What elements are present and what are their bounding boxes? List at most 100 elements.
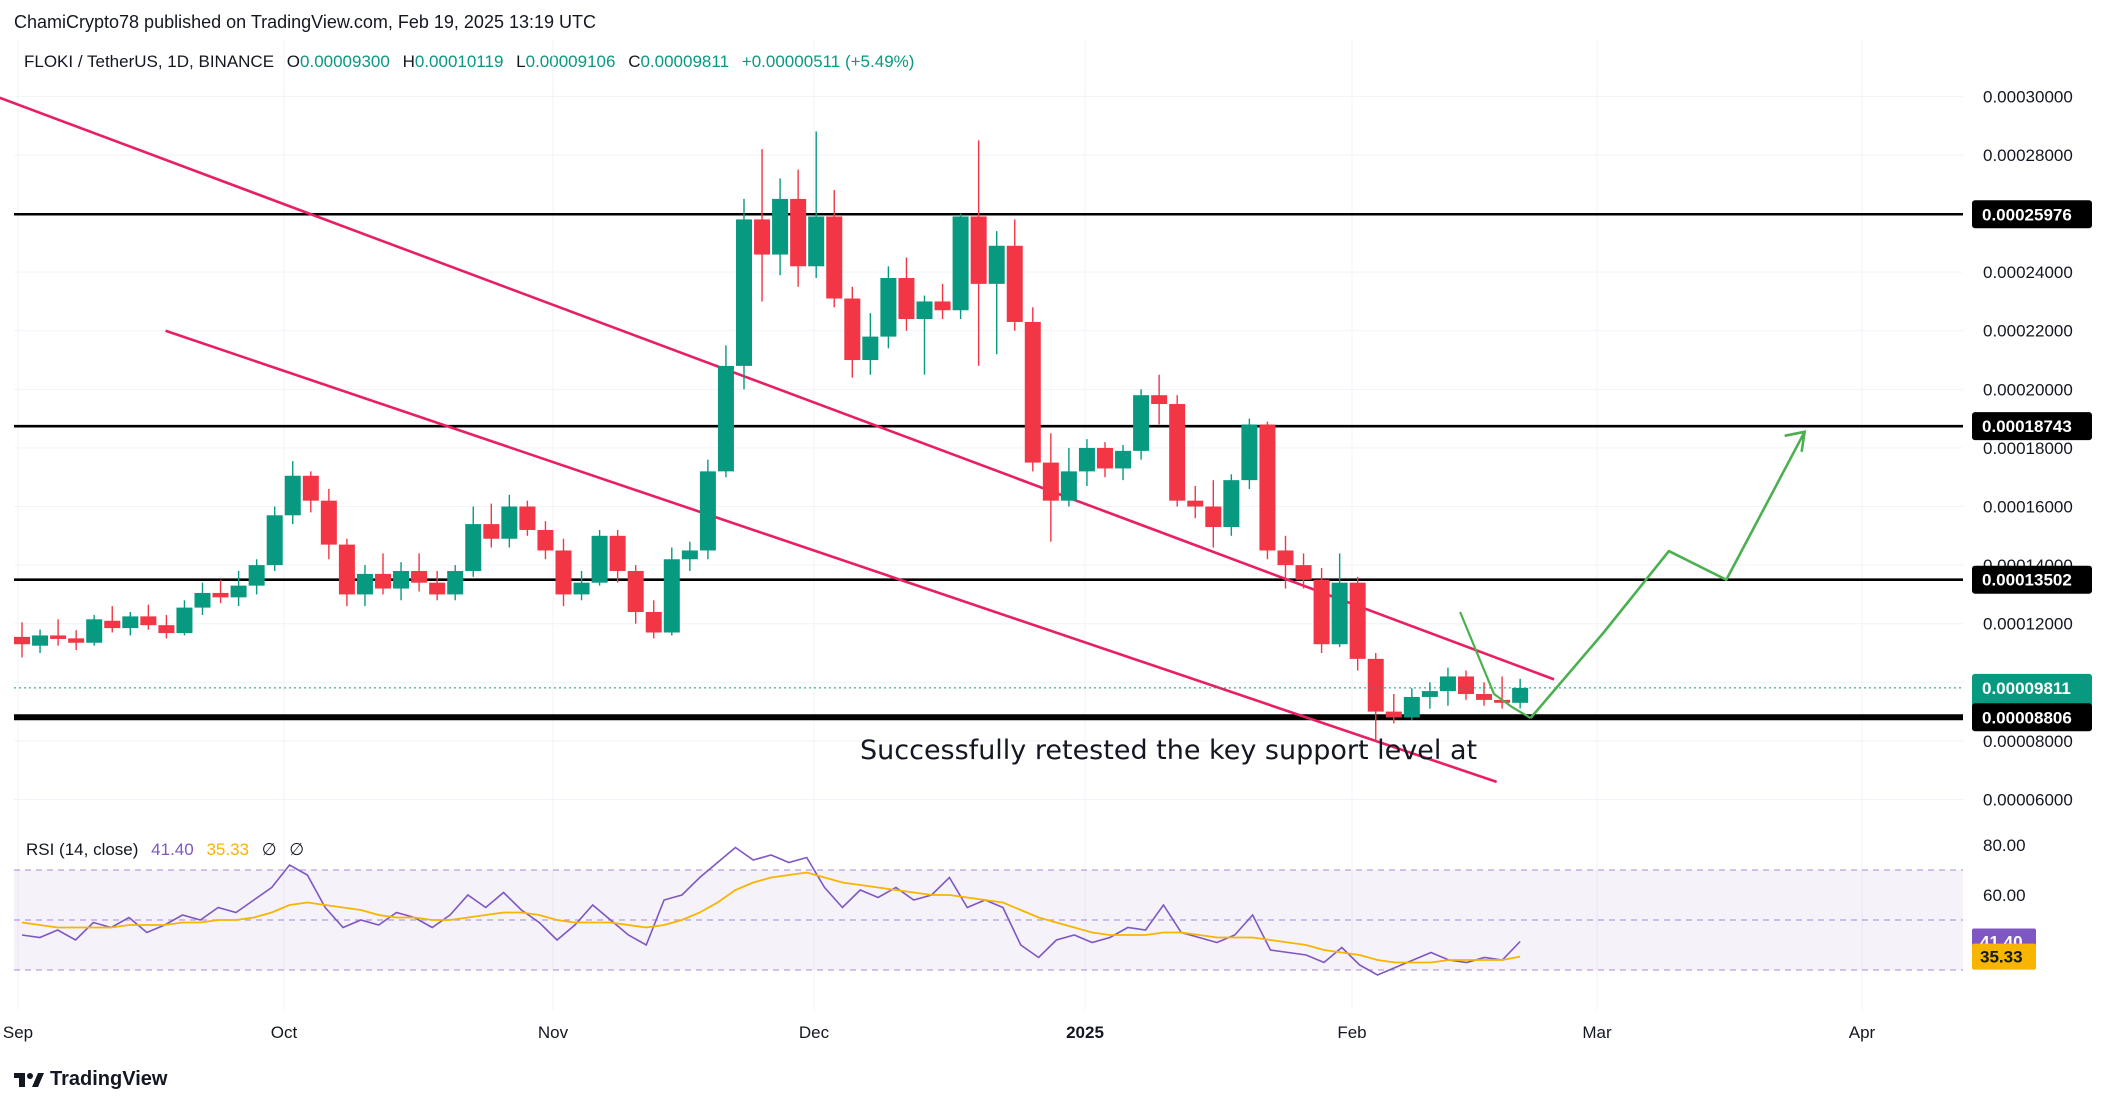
rsi-ma-tag-label: 35.33 bbox=[1980, 948, 2023, 967]
candle-body bbox=[447, 570, 464, 595]
resistance-3-tag-label: 0.00013502 bbox=[1982, 571, 2072, 590]
candle-body bbox=[50, 635, 67, 639]
horizontal-levels bbox=[14, 212, 1963, 721]
rsi-ma-line bbox=[21, 871, 1521, 964]
price-tick-label: 0.00008000 bbox=[1983, 732, 2073, 751]
rsi-line bbox=[21, 846, 1521, 976]
candle-body bbox=[916, 301, 933, 320]
candle-body bbox=[844, 298, 861, 361]
candle-body bbox=[158, 625, 175, 634]
channel-lower-line bbox=[165, 329, 1498, 784]
candle-body bbox=[338, 544, 355, 595]
candle-body bbox=[212, 592, 229, 598]
candle-body bbox=[934, 301, 951, 311]
close-label: C bbox=[628, 52, 641, 71]
candle-body bbox=[952, 216, 969, 311]
candle-body bbox=[970, 216, 987, 284]
candle-body bbox=[302, 475, 319, 501]
candle-body bbox=[717, 365, 734, 472]
price-tick-label: 0.00030000 bbox=[1983, 87, 2073, 106]
rsi-axis: 80.00 60.00 bbox=[1983, 836, 2026, 905]
candle-body bbox=[898, 278, 915, 320]
time-axis: Sep Oct Nov Dec 2025 Feb Mar Apr bbox=[3, 1023, 1876, 1042]
candle-body bbox=[627, 570, 644, 612]
candle-body bbox=[122, 616, 139, 629]
candle-body bbox=[808, 216, 825, 267]
close-value: 0.00009811 bbox=[640, 52, 730, 71]
candle-body bbox=[790, 198, 807, 267]
candle-body bbox=[1060, 471, 1077, 501]
high-label: H bbox=[402, 52, 415, 71]
low-label: L bbox=[516, 52, 526, 71]
candle-body bbox=[393, 570, 410, 589]
candle-body bbox=[826, 216, 843, 299]
time-tick-label: 2025 bbox=[1066, 1023, 1104, 1042]
candle-body bbox=[1385, 711, 1402, 718]
price-tick-label: 0.00018000 bbox=[1983, 439, 2073, 458]
support-tag bbox=[1972, 703, 2092, 732]
candle-body bbox=[681, 550, 698, 560]
candle-body bbox=[754, 219, 771, 255]
time-tick-label: Mar bbox=[1582, 1023, 1612, 1042]
symbol-ohlc-legend: FLOKI / TetherUS, 1D, BINANCE O0.0000930… bbox=[24, 52, 914, 72]
candle-body bbox=[1006, 245, 1023, 322]
time-tick-label: Dec bbox=[799, 1023, 830, 1042]
open-value: 0.00009300 bbox=[300, 52, 390, 71]
symbol-title: FLOKI / TetherUS, 1D, BINANCE bbox=[24, 52, 275, 71]
candle-body bbox=[483, 524, 500, 539]
projection-path bbox=[1529, 431, 1806, 719]
candle-body bbox=[1476, 694, 1493, 700]
candle-body bbox=[699, 471, 716, 551]
rsi-ma-value: 35.33 bbox=[206, 840, 249, 859]
candle-body bbox=[1187, 500, 1204, 507]
candle-body bbox=[591, 535, 608, 583]
rsi-tick-label: 80.00 bbox=[1983, 836, 2026, 855]
open-label: O bbox=[286, 52, 301, 71]
candle-body bbox=[573, 582, 590, 595]
time-tick-label: Oct bbox=[271, 1023, 298, 1042]
candle-body bbox=[176, 607, 193, 634]
tradingview-logo[interactable]: TradingView bbox=[14, 1068, 167, 1091]
rsi-extra-2: ∅ bbox=[289, 840, 305, 859]
candle-body bbox=[1494, 699, 1511, 703]
candle-body bbox=[772, 198, 789, 255]
candle-body bbox=[429, 582, 446, 595]
candle-body bbox=[374, 573, 391, 589]
candle-body bbox=[1096, 447, 1113, 469]
resistance-2-tag bbox=[1972, 412, 2092, 441]
candle-body bbox=[465, 524, 482, 571]
publisher-line: ChamiCrypto78 published on TradingView.c… bbox=[14, 12, 597, 32]
candle-body bbox=[1457, 676, 1474, 695]
resistance-1-tag-label: 0.00025976 bbox=[1982, 205, 2072, 224]
candle-body bbox=[1421, 691, 1438, 697]
price-grid bbox=[14, 40, 1963, 1010]
time-tick-label: Feb bbox=[1337, 1023, 1366, 1042]
channel-upper-line bbox=[0, 96, 1555, 681]
candle-body bbox=[356, 573, 373, 595]
candle-body bbox=[1151, 395, 1168, 404]
tradingview-brand: TradingView bbox=[50, 1068, 168, 1090]
candle-body bbox=[537, 529, 554, 551]
current-price-tag-label: 0.00009811 bbox=[1982, 679, 2071, 698]
candle-body bbox=[284, 475, 301, 516]
support-tag-label: 0.00008806 bbox=[1982, 708, 2072, 727]
candle-body bbox=[14, 636, 30, 645]
price-tick-label: 0.00012000 bbox=[1983, 615, 2073, 634]
candle-body bbox=[1169, 403, 1186, 501]
rsi-extra-1: ∅ bbox=[261, 840, 277, 859]
candle-body bbox=[248, 565, 265, 586]
descending-channel bbox=[0, 96, 1555, 784]
candle-body bbox=[1277, 550, 1294, 566]
candle-body bbox=[68, 638, 85, 643]
candle-body bbox=[1078, 447, 1095, 472]
candle-body bbox=[1042, 462, 1059, 501]
candle-body bbox=[1259, 424, 1276, 551]
change-value: +0.00000511 (+5.49%) bbox=[741, 52, 915, 71]
candle-body bbox=[1115, 450, 1132, 469]
projection-arrow bbox=[1459, 430, 1807, 719]
candle-body bbox=[609, 535, 626, 571]
resistance-3-tag bbox=[1972, 565, 2092, 594]
rsi-value: 41.40 bbox=[151, 840, 194, 859]
candle-body bbox=[735, 219, 752, 366]
